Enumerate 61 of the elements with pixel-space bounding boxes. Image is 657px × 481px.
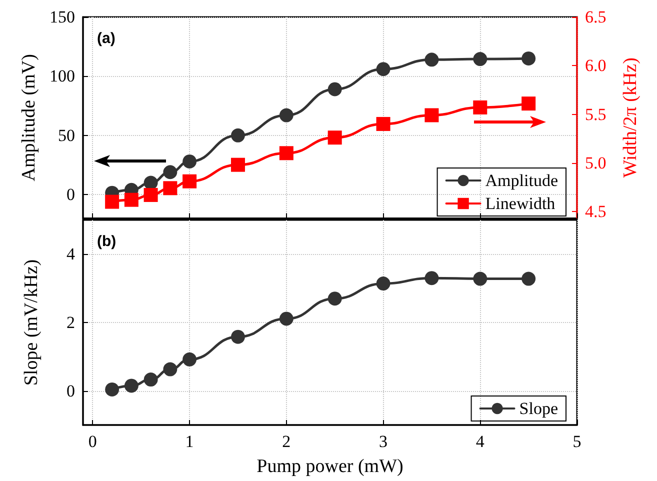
point bbox=[182, 174, 197, 188]
point bbox=[376, 62, 390, 76]
x-axis-title: Pump power (mW) bbox=[256, 456, 404, 477]
point bbox=[182, 352, 197, 366]
point bbox=[279, 108, 294, 122]
y-tick-label: 50 bbox=[58, 126, 75, 145]
x-tick-label: 4 bbox=[476, 432, 485, 451]
point bbox=[163, 181, 178, 196]
point bbox=[124, 192, 138, 207]
legend-label: Slope bbox=[519, 399, 558, 418]
x-tick-label: 1 bbox=[185, 432, 194, 451]
point bbox=[424, 52, 439, 67]
point bbox=[124, 378, 138, 393]
point bbox=[144, 176, 158, 190]
y-tick-label: 2 bbox=[66, 313, 75, 332]
point bbox=[376, 116, 390, 131]
point bbox=[328, 292, 342, 306]
x-tick-label: 0 bbox=[88, 432, 97, 451]
point bbox=[105, 382, 120, 396]
point bbox=[279, 312, 294, 326]
point bbox=[424, 108, 439, 122]
legend-label: Linewidth bbox=[485, 194, 556, 213]
point bbox=[163, 165, 178, 180]
y-tick-label: 0 bbox=[66, 381, 75, 400]
point bbox=[376, 276, 390, 291]
legend-label: Amplitude bbox=[485, 171, 558, 190]
point bbox=[182, 154, 197, 168]
point bbox=[279, 146, 294, 160]
point bbox=[163, 362, 178, 376]
text: (b) bbox=[97, 233, 116, 250]
point bbox=[144, 372, 158, 387]
y-tick-label: 0 bbox=[66, 185, 75, 204]
x-tick-label: 5 bbox=[572, 432, 582, 451]
y2-tick-label: 4.5 bbox=[585, 202, 606, 221]
y2-tick-label: 5.5 bbox=[585, 104, 606, 124]
point bbox=[144, 188, 158, 202]
text: (a) bbox=[97, 30, 116, 47]
y2-tick-label: 6.0 bbox=[585, 56, 606, 76]
y-tick-label: 100 bbox=[50, 66, 75, 86]
point bbox=[473, 272, 488, 286]
point bbox=[230, 330, 245, 344]
y2-tick-label: 6.5 bbox=[585, 8, 606, 26]
point bbox=[473, 100, 488, 114]
y2-tick-label: 5.0 bbox=[585, 153, 606, 172]
point bbox=[522, 51, 536, 66]
y-axis-title: Amplitude (mV) bbox=[18, 54, 40, 182]
x-tick-label: 2 bbox=[282, 432, 291, 451]
point bbox=[230, 128, 245, 142]
point bbox=[105, 194, 120, 209]
point bbox=[328, 82, 342, 96]
point bbox=[230, 158, 245, 172]
point bbox=[473, 52, 488, 66]
point bbox=[522, 96, 536, 111]
x-tick-label: 3 bbox=[379, 432, 388, 451]
y-tick-label: 4 bbox=[66, 244, 76, 264]
y-axis-title: Slope (mV/kHz) bbox=[21, 259, 42, 386]
y2-axis-title: Width/2π (kHz) bbox=[620, 58, 641, 178]
point bbox=[328, 130, 342, 145]
point bbox=[522, 272, 536, 286]
point bbox=[424, 271, 439, 286]
y-tick-label: 150 bbox=[50, 8, 75, 26]
